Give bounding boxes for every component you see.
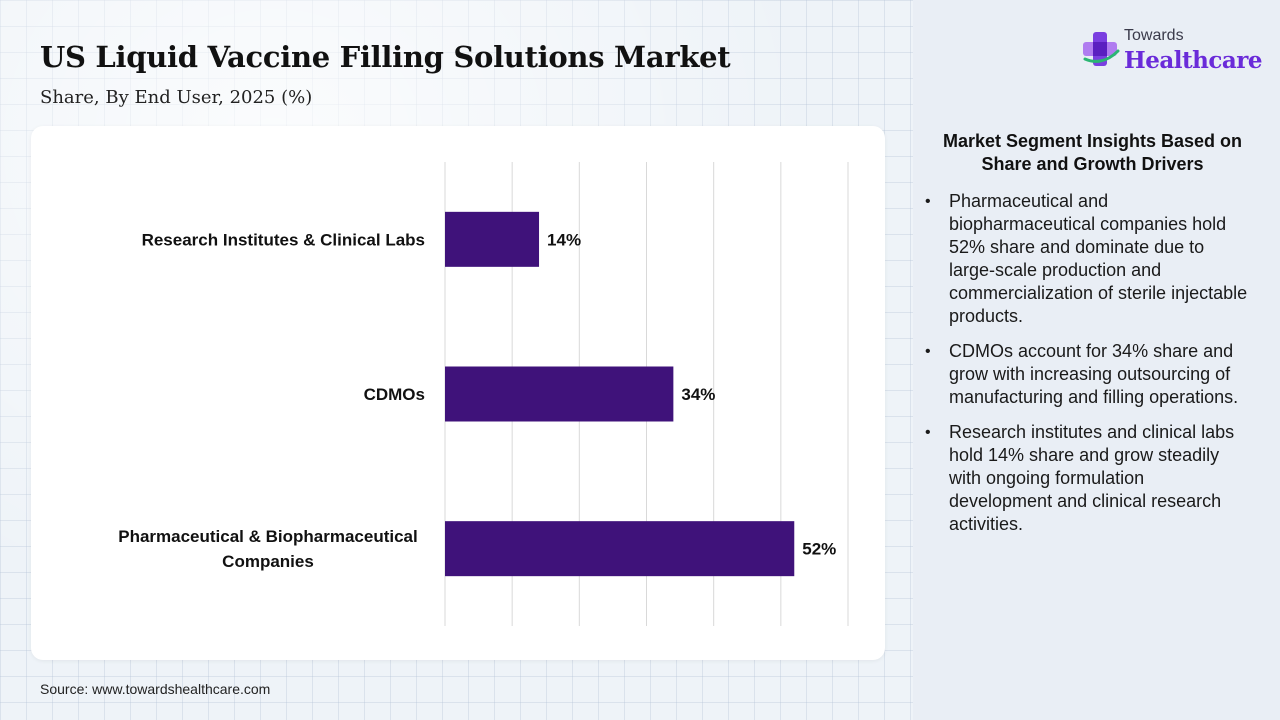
insights-list: • Pharmaceutical and biopharmaceutical c… (922, 190, 1252, 548)
bullet-icon: • (925, 424, 931, 441)
insight-item: • Research institutes and clinical labs … (922, 421, 1252, 536)
data-label: 14% (547, 230, 581, 249)
insights-title: Market Segment Insights Based on Share a… (942, 131, 1243, 174)
logo-text-bottom: Healthcare (1124, 47, 1263, 74)
insight-text: CDMOs account for 34% share and grow wit… (949, 341, 1239, 407)
chart-title: US Liquid Vaccine Filling Solutions Mark… (40, 40, 731, 74)
source-note: Source: www.towardshealthcare.com (40, 681, 271, 697)
bar[interactable] (445, 211, 540, 267)
bullet-icon: • (925, 193, 931, 210)
insight-item: • CDMOs account for 34% share and grow w… (922, 340, 1252, 409)
towards-healthcare-logo[interactable]: Towards Healthcare (1080, 27, 1263, 77)
category-label: Pharmaceutical & Biopharmaceutical Compan… (118, 527, 418, 571)
chart-subtitle: Share, By End User, 2025 (%) (40, 87, 313, 108)
insight-item: • Pharmaceutical and biopharmaceutical c… (922, 190, 1252, 328)
bullet-icon: • (925, 343, 931, 360)
insights-panel-background (913, 0, 1280, 720)
insight-text: Pharmaceutical and biopharmaceutical com… (949, 191, 1248, 326)
category-label: Research Institutes & Clinical Labs (142, 230, 425, 249)
insight-text: Research institutes and clinical labs ho… (949, 422, 1235, 534)
category-label: CDMOs (364, 385, 425, 404)
data-label: 52% (802, 540, 836, 559)
bar[interactable] (445, 521, 795, 577)
bar-chart: 14% Research Institutes & Clinical Labs 34… (118, 162, 849, 626)
medical-cross-icon (1083, 32, 1120, 66)
chart-card: 14% Research Institutes & Clinical Labs 34… (31, 126, 885, 660)
bar[interactable] (445, 366, 674, 422)
data-label: 34% (681, 385, 715, 404)
logo-text-top: Towards (1124, 27, 1184, 44)
